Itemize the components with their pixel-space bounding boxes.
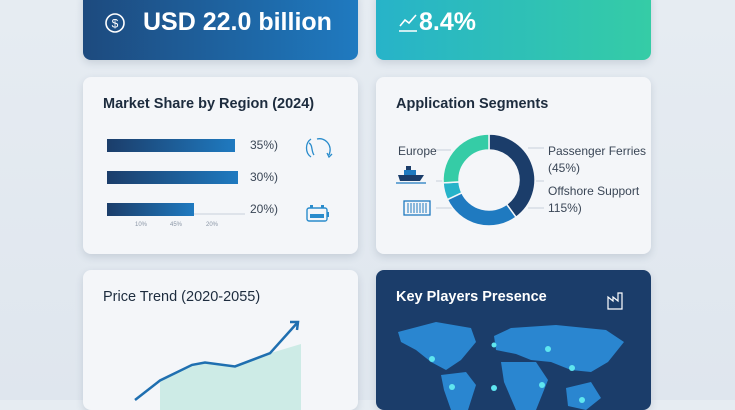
- world-map: [398, 292, 624, 410]
- donut-slice: [442, 133, 490, 184]
- donut-slice: [446, 191, 518, 227]
- segments-title: Application Segments: [396, 96, 549, 112]
- application-segments-card: Application Segments Europe Passenger Fe…: [376, 77, 651, 254]
- cagr-card: 8.4%: [376, 0, 651, 60]
- passenger-ferries-value: (45%): [548, 161, 581, 175]
- europe-label: Europe: [398, 144, 437, 158]
- cagr-value: 8.4%: [419, 8, 476, 36]
- trend-area: [160, 344, 301, 410]
- bar-chart: [107, 138, 333, 222]
- bar: [107, 203, 194, 216]
- bar-label-1: 35%): [250, 138, 279, 152]
- passenger-ferries-label: Passenger Ferries: [548, 144, 647, 158]
- key-players-card: Key Players Presence: [376, 270, 651, 410]
- offshore-support-value: 115%): [548, 201, 582, 215]
- price-trend-title: Price Trend (2020-2055): [103, 289, 261, 305]
- market-size-card: $ USD 22.0 billion: [83, 0, 358, 60]
- market-share-title: Market Share by Region (2024): [103, 96, 315, 112]
- donut-slice: [488, 133, 536, 219]
- area-chart: [134, 320, 301, 410]
- price-trend-card: Price Trend (2020-2055): [83, 270, 358, 410]
- donut-chart: [396, 133, 544, 227]
- globe-icon: [305, 138, 333, 159]
- bar: [107, 139, 235, 152]
- tick-label: 20%: [206, 222, 219, 228]
- ship-icon: [396, 166, 426, 184]
- arrow-head-icon: [290, 320, 300, 331]
- factory-icon: [607, 292, 623, 310]
- container-icon: [403, 200, 431, 216]
- key-players-title: Key Players Presence: [396, 289, 547, 305]
- bar: [107, 171, 238, 184]
- tick-label: 45%: [170, 222, 183, 228]
- dollar-circle-icon: $: [105, 13, 125, 33]
- bar-label-3: 20%): [250, 202, 279, 216]
- bar-label-2: 30%): [250, 170, 279, 184]
- market-share-card: Market Share by Region (2024) 35%) 30%) …: [83, 77, 358, 254]
- continents: [398, 322, 624, 410]
- trend-line: [134, 321, 299, 401]
- tick-label: 10%: [135, 222, 148, 228]
- battery-icon: [306, 205, 329, 222]
- market-size-value: USD 22.0 billion: [143, 8, 332, 36]
- offshore-support-label: Offshore Support: [548, 184, 640, 198]
- trend-up-icon: [399, 14, 417, 32]
- svg-text:$: $: [112, 17, 119, 31]
